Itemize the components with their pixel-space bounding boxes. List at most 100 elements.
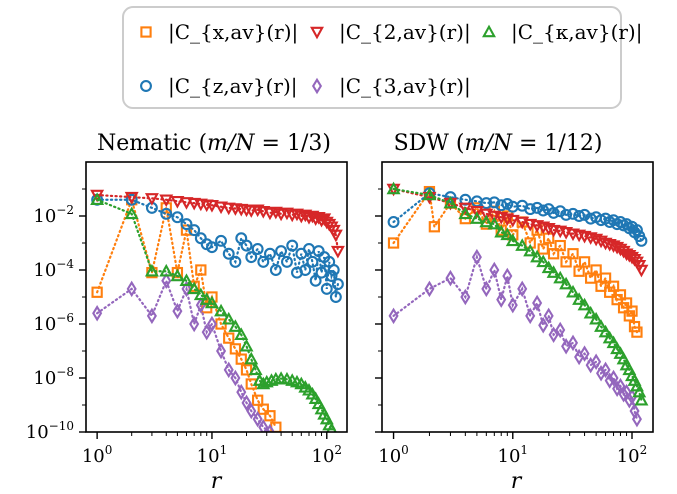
data-point-c_3 xyxy=(246,402,257,420)
data-point-c_x xyxy=(180,224,193,236)
data-point-c_z xyxy=(281,255,293,268)
data-point-c_2 xyxy=(244,205,259,218)
data-point-c_3 xyxy=(631,410,642,428)
x-tick-label: 100 xyxy=(378,443,409,467)
data-point-c_x xyxy=(195,264,207,276)
data-point-c_kappa xyxy=(259,374,274,388)
series-line-c_z xyxy=(96,198,340,298)
legend: |C_{x,av}(r)| |C_{2,av}(r)| |C_{κ,av}(r)| |… xyxy=(122,6,642,109)
data-point-c_3 xyxy=(532,294,543,312)
data-point-c_kappa xyxy=(204,295,219,309)
data-point-c_x xyxy=(428,221,441,233)
data-point-c_kappa xyxy=(469,211,484,224)
data-point-c_3 xyxy=(502,267,513,285)
data-point-c_3 xyxy=(258,419,269,432)
data-point-c_z xyxy=(560,208,573,221)
data-point-c_2 xyxy=(422,191,437,205)
data-point-c_3 xyxy=(555,321,566,339)
data-point-c_kappa xyxy=(124,206,139,220)
data-point-c_kappa xyxy=(187,281,202,295)
data-point-c_x xyxy=(554,239,566,252)
data-point-c_3 xyxy=(252,410,263,428)
data-point-c_3 xyxy=(618,386,629,403)
data-point-c_z xyxy=(537,204,550,217)
data-point-c_kappa xyxy=(193,287,208,301)
data-point-c_kappa xyxy=(632,384,647,398)
data-point-c_kappa xyxy=(530,249,545,263)
data-point-c_z xyxy=(547,206,560,219)
data-point-c_x xyxy=(257,403,269,415)
data-point-c_kappa xyxy=(239,338,254,352)
panel-sdw: SDW (m/N = 1/12) 100 101 102 r xyxy=(375,131,654,494)
data-point-c_kappa xyxy=(494,224,509,238)
data-point-c_x xyxy=(91,286,103,298)
data-point-c_kappa xyxy=(90,192,105,205)
data-point-c_z xyxy=(495,199,508,212)
data-point-c_kappa xyxy=(179,273,194,286)
data-point-c_3 xyxy=(543,307,554,325)
legend-label-c_2: |C_{2,av}(r)| xyxy=(339,20,471,45)
data-point-c_x xyxy=(537,243,549,255)
data-point-c_z xyxy=(387,216,400,228)
data-point-c_x xyxy=(607,280,620,292)
data-point-c_kappa xyxy=(422,187,437,201)
data-point-c_z xyxy=(275,245,288,258)
data-point-c_kappa xyxy=(559,276,574,290)
plot-area xyxy=(386,181,649,428)
data-point-c_z xyxy=(286,239,299,252)
data-point-c_z xyxy=(299,264,312,276)
data-point-c_3 xyxy=(388,307,399,325)
data-point-c_x xyxy=(614,289,627,301)
data-point-c_3 xyxy=(230,369,241,387)
data-point-c_3 xyxy=(608,369,619,387)
series-line-c_x xyxy=(96,196,277,429)
data-point-c_z xyxy=(160,207,173,220)
data-point-c_3 xyxy=(525,307,536,325)
data-point-c_3 xyxy=(538,317,549,334)
data-point-c_2 xyxy=(469,205,484,219)
data-point-c_kappa xyxy=(583,305,598,319)
data-point-c_x xyxy=(578,256,591,268)
legend-label-c_kappa: |C_{κ,av}(r)| xyxy=(511,20,642,45)
y-tick-label: 10−4 xyxy=(33,257,74,281)
data-point-c_z xyxy=(125,193,138,206)
data-point-c_kappa xyxy=(577,297,592,311)
data-point-c_3 xyxy=(591,353,602,370)
data-point-c_z xyxy=(180,218,193,231)
series-line-c_3 xyxy=(96,277,272,432)
data-point-c_z xyxy=(630,224,643,237)
data-point-c_z xyxy=(194,232,207,245)
data-point-c_2 xyxy=(289,208,304,222)
x-tick-label: 102 xyxy=(617,443,648,467)
data-point-c_z xyxy=(327,264,340,276)
data-point-c_x xyxy=(631,326,643,338)
data-point-c_2 xyxy=(204,200,219,213)
panel-title-sdw: SDW (m/N = 1/12) xyxy=(394,131,603,156)
legend-frame xyxy=(122,6,622,109)
data-point-c_2 xyxy=(479,208,494,222)
data-point-c_x xyxy=(626,305,638,317)
y-tick-label: 10−10 xyxy=(26,419,74,443)
data-point-c_x xyxy=(251,394,264,406)
data-point-c_3 xyxy=(146,307,157,325)
data-point-c_z xyxy=(444,191,457,204)
data-point-c_x xyxy=(599,272,612,284)
legend-marker-c_2 xyxy=(310,26,324,40)
data-point-c_kappa xyxy=(386,181,401,195)
y-tick-label: 10−8 xyxy=(33,365,74,389)
data-point-c_3 xyxy=(206,315,217,333)
data-point-c_2 xyxy=(634,264,649,278)
data-point-c_x xyxy=(567,248,579,260)
data-point-c_3 xyxy=(471,248,482,266)
data-point-c_x xyxy=(387,237,400,249)
y-tick-label: 10−6 xyxy=(33,311,74,335)
data-point-c_2 xyxy=(90,189,105,203)
data-point-c_z xyxy=(251,243,264,255)
data-point-c_3 xyxy=(223,361,234,379)
data-point-c_z xyxy=(329,291,342,303)
data-point-c_3 xyxy=(507,296,518,314)
data-point-c_kappa xyxy=(606,335,621,349)
data-point-c_kappa xyxy=(170,268,185,282)
data-point-c_kappa xyxy=(264,373,279,386)
